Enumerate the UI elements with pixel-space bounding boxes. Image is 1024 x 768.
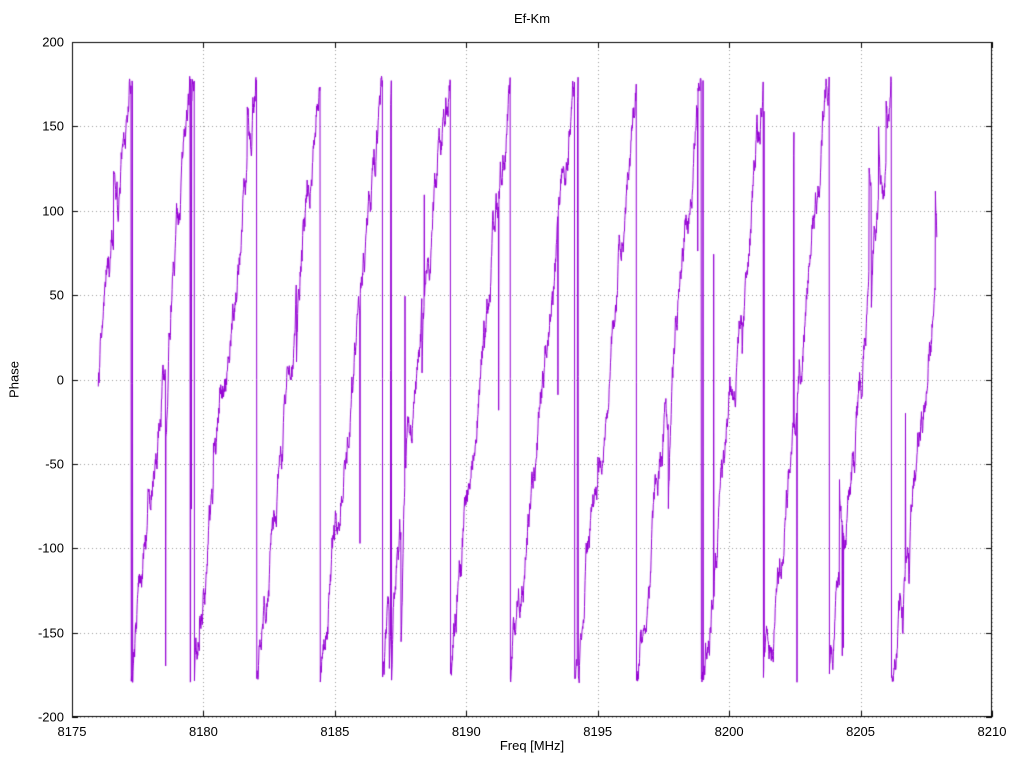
y-axis-label: Phase: [6, 361, 22, 398]
x-tick-label: 8185: [320, 724, 350, 739]
y-tick-label: 50: [49, 287, 64, 303]
chart-title: Ef-Km: [513, 11, 551, 26]
x-tick-label: 8195: [583, 724, 613, 739]
y-tick-label: -150: [37, 625, 64, 641]
x-tick-label: 8210: [977, 724, 1007, 739]
x-tick-label: 8190: [451, 724, 481, 739]
y-tick-label: 0: [56, 372, 64, 387]
x-tick-label: 8180: [188, 724, 218, 739]
y-tick-label: 100: [42, 203, 64, 219]
x-tick-label: 8200: [714, 724, 744, 739]
y-tick-label: 200: [42, 34, 64, 50]
y-tick-label: -200: [37, 709, 64, 725]
y-tick-label: -50: [45, 456, 64, 472]
x-tick-label: 8175: [57, 724, 87, 739]
x-axis-label: Freq [MHz]: [499, 738, 565, 753]
y-tick-label: -100: [37, 540, 64, 556]
x-tick-label: 8205: [846, 724, 876, 739]
y-tick-label: 150: [42, 118, 64, 134]
